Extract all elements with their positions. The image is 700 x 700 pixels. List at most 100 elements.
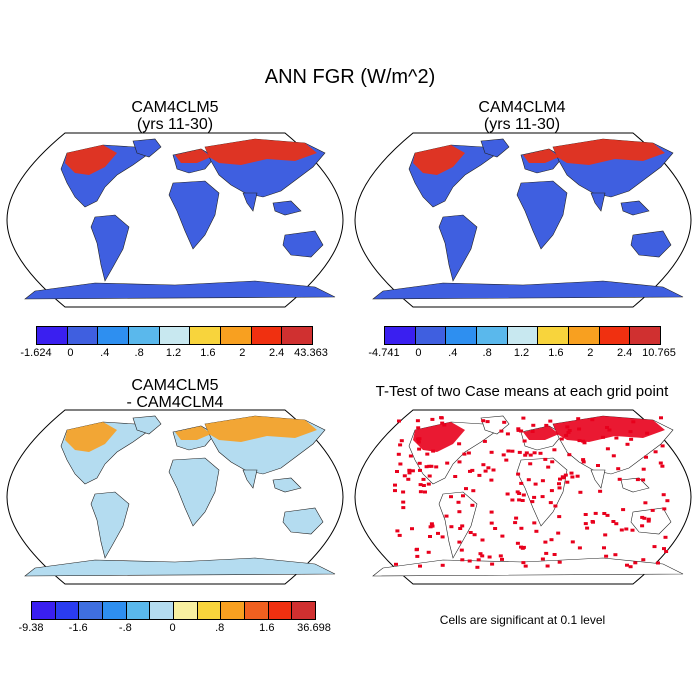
significant-cell xyxy=(548,501,553,505)
significant-cell xyxy=(563,473,568,477)
continent-africa xyxy=(168,457,220,527)
significant-cell xyxy=(660,464,665,468)
continent-africa xyxy=(168,180,220,250)
continent-africa xyxy=(516,180,568,250)
colorbar-tick-label: .8 xyxy=(215,622,225,634)
continent-greenland xyxy=(132,415,162,435)
significant-cell xyxy=(418,564,422,568)
significant-cell xyxy=(528,453,533,457)
significant-cell xyxy=(516,428,521,432)
significant-cell xyxy=(540,479,545,483)
significant-cell xyxy=(576,417,581,421)
significant-cell xyxy=(407,471,412,475)
significant-cell xyxy=(611,520,616,523)
colorbar-panel2 xyxy=(384,326,661,345)
significant-cell xyxy=(502,420,507,424)
significant-cell xyxy=(523,453,528,457)
significant-cell xyxy=(394,562,398,566)
significant-cell xyxy=(397,419,401,423)
panel3-title: CAM4CLM5 - CAM4CLM4 xyxy=(5,377,345,411)
colorbar-tick-label: 0 xyxy=(169,622,176,634)
colorbar-swatch xyxy=(150,602,175,619)
significant-cell xyxy=(658,461,663,465)
significant-cell xyxy=(417,461,422,465)
significant-cell xyxy=(457,460,462,464)
significant-cells xyxy=(393,416,670,569)
panel3-title-line2: - CAM4CLM4 xyxy=(126,394,224,411)
significant-cell xyxy=(457,510,462,514)
colorbar-tick-label: 1.2 xyxy=(513,347,530,359)
significant-cell xyxy=(616,467,621,471)
significant-cell xyxy=(434,465,439,469)
significant-cell xyxy=(460,558,465,562)
significant-cell xyxy=(440,563,445,567)
significant-cell xyxy=(426,550,431,554)
colorbar-swatch xyxy=(103,602,127,619)
colorbar-tick-label: 2 xyxy=(587,347,594,359)
significant-cell xyxy=(517,450,522,454)
warm-region-europe xyxy=(523,426,559,440)
significant-cell xyxy=(629,437,634,441)
significant-cell xyxy=(596,464,600,467)
significant-cell xyxy=(598,489,603,493)
significant-cell xyxy=(543,540,548,544)
significant-cell xyxy=(652,545,657,549)
significant-cell xyxy=(445,461,450,465)
significant-cell xyxy=(659,416,663,420)
significant-cell xyxy=(530,430,535,433)
significant-cell xyxy=(397,533,402,537)
significant-cell xyxy=(605,513,610,517)
continent-samerica xyxy=(90,491,130,559)
significant-cell xyxy=(475,565,480,569)
significant-cell xyxy=(540,495,545,499)
significant-cell xyxy=(478,552,483,556)
significant-cell xyxy=(523,564,528,568)
colorbar-tick-label: 1.6 xyxy=(259,622,275,634)
significant-cell xyxy=(421,484,426,487)
significant-cell xyxy=(464,487,468,491)
warm-region-namerica xyxy=(65,145,117,175)
significant-cell xyxy=(544,551,549,555)
significant-cell xyxy=(515,541,520,545)
significant-cell xyxy=(485,420,490,424)
colorbar-swatch xyxy=(190,327,222,344)
colorbar-swatch xyxy=(67,327,99,344)
significant-cell xyxy=(546,465,551,469)
significant-cell xyxy=(532,451,537,455)
significant-cell xyxy=(558,477,562,481)
colorbar-tick-label: .4 xyxy=(448,347,458,359)
significant-cell xyxy=(425,452,430,456)
significant-cell xyxy=(489,521,494,525)
significant-cell xyxy=(505,432,510,436)
significant-cell xyxy=(417,447,422,451)
significant-cell xyxy=(516,427,521,431)
colorbar-swatch xyxy=(538,327,570,344)
significant-cell xyxy=(393,489,397,493)
significant-cell xyxy=(590,418,595,422)
significant-cell xyxy=(585,526,590,530)
significant-cell xyxy=(593,511,598,515)
significant-cell xyxy=(644,455,648,459)
significant-cell xyxy=(415,554,420,558)
continent-samerica xyxy=(438,214,478,282)
significant-cell xyxy=(643,501,648,505)
colorbar-swatch xyxy=(477,327,508,344)
colorbar-tick-label: -9.38 xyxy=(18,622,44,634)
significant-cell xyxy=(516,472,521,476)
significant-cell xyxy=(500,557,504,561)
colorbar-swatch xyxy=(292,602,316,619)
significant-cell xyxy=(427,464,432,468)
colorbar-swatch xyxy=(98,327,130,344)
significant-cell xyxy=(472,533,477,537)
significance-note: Cells are significant at 0.1 level xyxy=(439,613,606,627)
significant-cell xyxy=(517,492,522,495)
significant-cell xyxy=(645,431,650,435)
significant-cell xyxy=(619,528,624,532)
significant-cell xyxy=(628,565,633,569)
significant-cell xyxy=(401,490,406,494)
continent-india xyxy=(242,192,258,212)
significant-cell xyxy=(543,457,548,461)
significant-cell xyxy=(653,450,658,454)
colorbar-swatch xyxy=(79,602,104,619)
significant-cell xyxy=(480,554,485,558)
